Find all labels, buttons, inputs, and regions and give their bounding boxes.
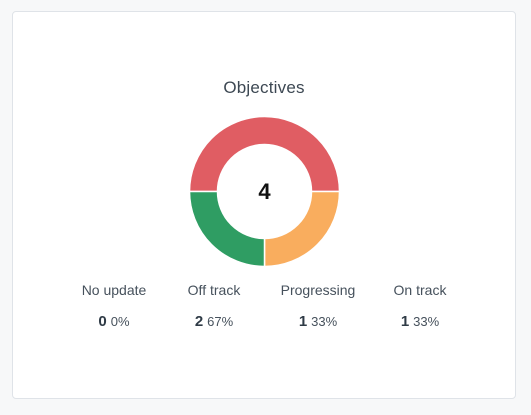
legend-count: 2: [194, 313, 204, 330]
legend-item-no-update[interactable]: No update 0 0%: [59, 281, 169, 330]
legend-item-off-track[interactable]: Off track 2 67%: [159, 281, 269, 330]
objectives-donut-chart: [189, 116, 340, 267]
legend-label: On track: [393, 282, 447, 298]
legend-percent: 0%: [110, 314, 130, 329]
legend-percent: 33%: [311, 314, 338, 329]
card-title: Objectives: [223, 78, 305, 97]
donut-slice-on-track[interactable]: [189, 190, 266, 267]
objectives-total: 4: [258, 178, 271, 204]
donut-slice-off-track[interactable]: [189, 116, 340, 193]
legend-item-on-track[interactable]: On track 1 33%: [365, 281, 475, 330]
legend-count: 1: [298, 313, 308, 330]
status-legend: No update 0 0% Off track 2 67% Progressing…: [13, 281, 515, 341]
legend-label: Progressing: [280, 282, 356, 298]
objectives-card: Objectives 4 No update 0 0% Off track 2 67…: [12, 11, 516, 399]
legend-count: 1: [400, 313, 410, 330]
legend-label: Off track: [187, 282, 241, 298]
legend-percent: 67%: [207, 314, 234, 329]
legend-label: No update: [81, 282, 147, 298]
legend-percent: 33%: [413, 314, 440, 329]
legend-count: 0: [98, 313, 107, 330]
legend-item-progressing[interactable]: Progressing 1 33%: [263, 281, 373, 330]
